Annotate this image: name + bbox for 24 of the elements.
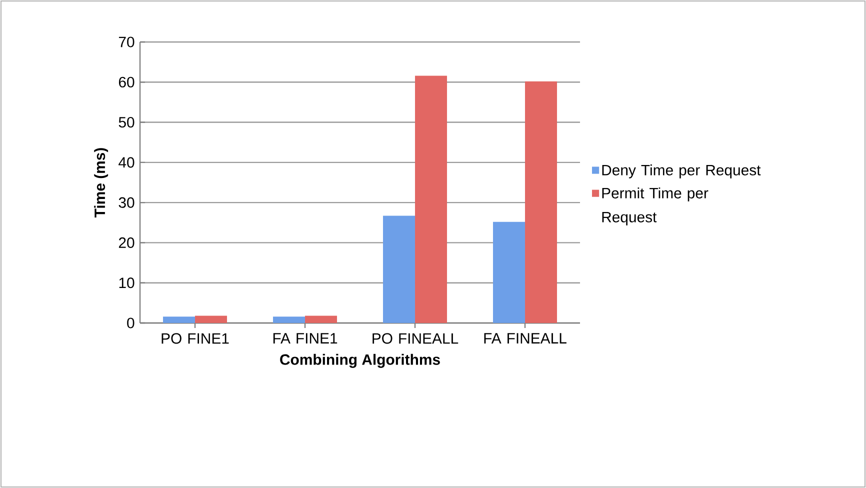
bar	[383, 216, 416, 323]
y-tick-label: 0	[127, 318, 134, 328]
y-tick-label: 40	[118, 157, 134, 168]
x-tick-label: FA FINEALL	[484, 333, 566, 344]
y-axis-title: Time (ms)	[94, 148, 108, 218]
y-tick-label: 70	[118, 36, 134, 48]
y-tick-label: 50	[118, 116, 134, 128]
x-tick-label: PO FINE1	[162, 333, 229, 344]
legend-label: Deny Time per Request	[602, 164, 761, 178]
bar	[195, 316, 228, 323]
y-tick-label: 20	[118, 237, 134, 248]
bar	[525, 81, 558, 323]
bar	[163, 316, 196, 323]
x-tick-label: FA FINE1	[273, 333, 338, 344]
bar	[305, 316, 338, 323]
y-tick-label: 60	[118, 76, 134, 88]
x-axis-title: Combining Algorithms	[280, 354, 440, 368]
x-tick-label: PO FINEALL	[372, 333, 458, 344]
bar	[273, 316, 306, 323]
legend-label: Permit Time per Request	[602, 187, 708, 226]
y-tick-label: 30	[118, 197, 134, 208]
bar	[415, 76, 448, 323]
y-tick-label: 10	[119, 278, 134, 288]
bar	[493, 222, 526, 323]
